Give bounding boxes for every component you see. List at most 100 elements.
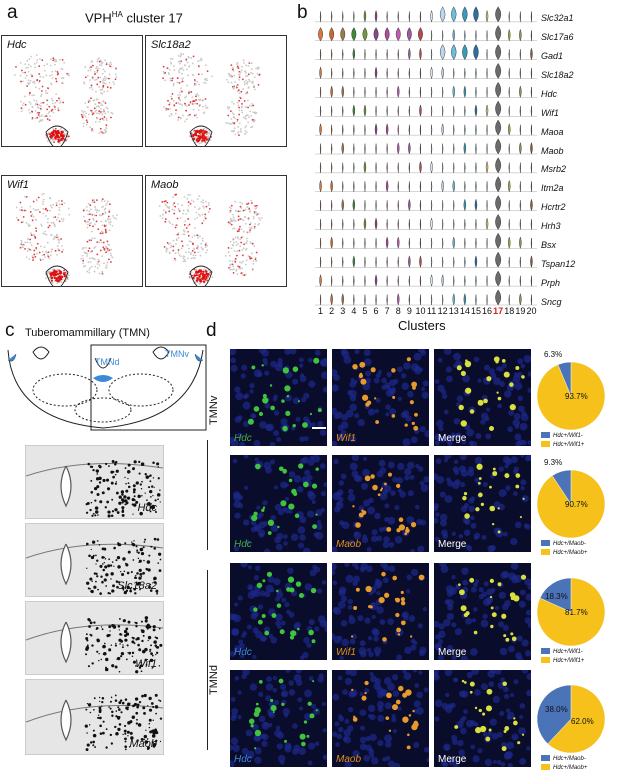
violin-mark [530,105,533,117]
violin-mark [408,11,410,22]
violin-mark [475,162,477,173]
violin-mark [374,9,378,23]
violin-mark [441,274,444,287]
violin-mark [508,68,510,79]
violin-mark [430,86,433,98]
violin-mark [419,104,422,117]
violin-mark [430,217,433,231]
gene-label: Wif1 [541,107,559,118]
violin-mark [452,28,455,42]
violin-mark [508,11,510,22]
violin-mark [485,160,489,174]
violin-mark [464,256,466,268]
violin-mark [453,143,455,155]
violin-mark [419,47,422,61]
violin-mark [397,293,400,306]
violin-mark [508,219,510,230]
micrograph-caption: Maob [336,539,362,550]
cluster-tick-label: 7 [384,306,390,316]
gene-label: Slc17a6 [541,32,574,43]
violin-mark [375,86,377,98]
violin-mark [495,270,502,287]
violin-mark [430,105,433,117]
violin-mark [530,275,533,287]
violin-mark [463,198,467,212]
violin-mark [319,237,322,249]
violin-mark [453,200,455,211]
violin-mark [508,105,510,117]
violin-mark [330,293,333,306]
violin-mark [353,68,355,79]
violin-mark [486,200,488,211]
violin-mark [364,256,366,268]
cluster-tick-label: 13 [448,306,459,316]
violin-mark [442,219,444,230]
violin-mark [419,237,422,249]
violin-mark [353,181,355,192]
violin-mark [397,200,399,211]
violin-mark [342,275,344,287]
violin-mark [375,294,377,306]
cluster-tick-label: 6 [373,306,379,316]
violin-mark [519,162,521,173]
violin-mark [397,105,399,117]
violin-mark [530,162,533,173]
gene-label: Sncg [541,296,562,307]
violin-mark [530,294,533,306]
violin-mark [397,181,399,192]
violin-mark [331,219,333,230]
violin-mark [419,11,422,22]
violin-mark [464,237,466,249]
violin-mark [375,49,377,60]
violin-mark [475,124,477,136]
violin-mark [353,143,355,155]
violin-mark [364,275,366,287]
micrograph-caption: Hdc [234,433,252,444]
panel-label-a: a [7,2,18,23]
ish-slc18a2: Slc18a2 [25,523,164,597]
violin-mark [397,85,400,98]
violin-mark [442,256,444,268]
violin-mark [386,105,388,117]
violin-mark [441,179,444,193]
cluster-tick-label: 16 [482,306,493,316]
violin-mark [495,63,502,79]
violin-mark [519,85,522,98]
violin-mark [508,86,510,98]
pie-chart [536,469,606,539]
violin-mark [342,49,344,60]
legend-entry-negative: Hdc+/Wif1- [553,649,583,655]
pie-slice-negative [539,577,572,613]
violin-mark [519,49,521,60]
micrograph-2-hdc: Hdc [230,455,327,552]
violin-mark [319,143,322,155]
violin-mark [508,49,510,60]
violin-mark [463,142,467,155]
violin-mark [464,105,466,117]
violin-mark [364,49,366,60]
violin-mark [453,162,455,173]
violin-mark [319,162,322,173]
pie-legend: Hdc+/Maob- Hdc+/Maob+ [541,540,587,558]
violin-mark [331,105,333,117]
violin-mark [464,275,466,287]
gene-label: Bsx [541,239,557,250]
pie-slice-negative [536,684,572,745]
violin-mark [385,236,389,249]
violin-mark [419,219,422,230]
violin-mark [340,27,346,42]
violin-mark [473,6,479,23]
pie-label-positive: 90.7% [565,500,588,509]
micrograph-2-merge: Merge [434,455,531,552]
gene-label: Prph [541,277,561,288]
violin-mark [352,255,356,268]
violin-mark [495,232,502,249]
violin-mark [329,27,335,42]
violin-mark [386,256,388,268]
violin-mark [341,85,344,98]
violin-mark [331,200,333,211]
violin-mark [397,124,399,136]
violin-mark [439,44,446,60]
violin-mark [430,124,433,136]
violin-mark [475,30,477,41]
